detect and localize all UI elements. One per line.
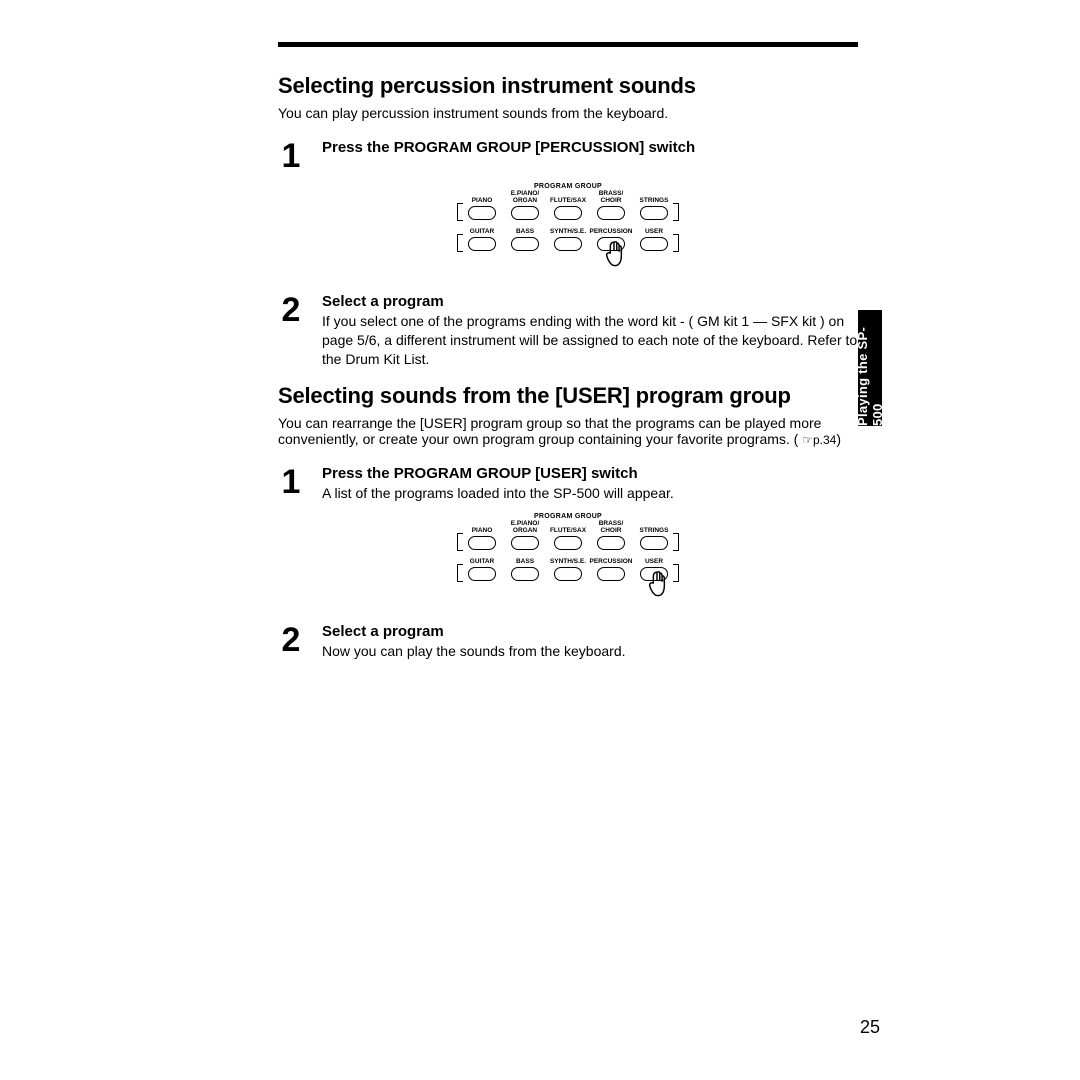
intro-user: You can rearrange the [USER] program gro… — [278, 415, 858, 447]
step-user-2: 2 Select a program Now you can play the … — [278, 623, 858, 661]
program-group-label: USER — [645, 552, 663, 566]
step-text: A list of the programs loaded into the S… — [322, 484, 858, 503]
program-group-button: FLUTE/SAX — [548, 521, 588, 550]
program-group-label: BRASS/ CHOIR — [599, 191, 624, 205]
program-group-button: PIANO — [462, 521, 502, 550]
step-title: Select a program — [322, 293, 858, 310]
oval-button-icon — [468, 206, 496, 220]
program-group-label: SYNTH/S.E. — [550, 222, 586, 236]
step-title: Select a program — [322, 623, 858, 640]
oval-button-icon — [554, 567, 582, 581]
program-group-button: BRASS/ CHOIR — [591, 521, 631, 550]
intro-percussion: You can play percussion instrument sound… — [278, 105, 858, 121]
program-group-button: PIANO — [462, 191, 502, 220]
section-heading-user: Selecting sounds from the [USER] program… — [278, 383, 858, 409]
page-ref-icon: ☞p.34 — [802, 433, 836, 447]
program-group-button: BASS — [505, 222, 545, 251]
program-group-button: E.PIANO/ ORGAN — [505, 521, 545, 550]
intro-user-pre: You can rearrange the [USER] program gro… — [278, 415, 821, 447]
chapter-tab-label: Playing the SP-500 — [855, 310, 885, 426]
program-group-button: SYNTH/S.E. — [548, 552, 588, 581]
step-title: Press the PROGRAM GROUP [PERCUSSION] swi… — [322, 139, 858, 156]
oval-button-icon — [597, 536, 625, 550]
oval-button-icon — [511, 567, 539, 581]
oval-button-icon — [554, 237, 582, 251]
program-group-label: BASS — [516, 552, 534, 566]
program-group-label: FLUTE/SAX — [550, 521, 586, 535]
program-group-button: BASS — [505, 552, 545, 581]
program-group-diagram-user: PROGRAM GROUP PIANO E.PIANO/ ORGAN FLUTE… — [278, 513, 858, 605]
step-percussion-1: 1 Press the PROGRAM GROUP [PERCUSSION] s… — [278, 139, 858, 173]
top-rule — [278, 42, 858, 47]
step-text: If you select one of the programs ending… — [322, 312, 858, 369]
step-number: 1 — [278, 465, 304, 499]
pointing-hand-icon — [646, 569, 668, 599]
program-group-label: E.PIANO/ ORGAN — [511, 191, 540, 205]
program-group-button: STRINGS — [634, 521, 674, 550]
program-group-button: FLUTE/SAX — [548, 191, 588, 220]
oval-button-icon — [597, 206, 625, 220]
program-group-button: USER — [634, 222, 674, 251]
oval-button-icon — [511, 237, 539, 251]
program-group-label: PIANO — [472, 521, 493, 535]
step-text: Now you can play the sounds from the key… — [322, 642, 858, 661]
oval-button-icon — [511, 536, 539, 550]
oval-button-icon — [640, 206, 668, 220]
program-group-label: GUITAR — [470, 552, 494, 566]
program-group-label: SYNTH/S.E. — [550, 552, 586, 566]
oval-button-icon — [554, 536, 582, 550]
chapter-tab: Playing the SP-500 — [858, 310, 882, 426]
program-group-label: PERCUSSION — [590, 552, 633, 566]
manual-page: Selecting percussion instrument sounds Y… — [0, 0, 1080, 1080]
program-group-button: GUITAR — [462, 222, 502, 251]
oval-button-icon — [640, 536, 668, 550]
step-number: 2 — [278, 293, 304, 327]
program-group-button: GUITAR — [462, 552, 502, 581]
program-group-label: PIANO — [472, 191, 493, 205]
program-group-label: BASS — [516, 222, 534, 236]
oval-button-icon — [640, 237, 668, 251]
program-group-label: STRINGS — [640, 191, 669, 205]
oval-button-icon — [468, 567, 496, 581]
program-group-label: GUITAR — [470, 222, 494, 236]
oval-button-icon — [468, 237, 496, 251]
oval-button-icon — [468, 536, 496, 550]
oval-button-icon — [511, 206, 539, 220]
program-group-label: BRASS/ CHOIR — [599, 521, 624, 535]
program-group-button: E.PIANO/ ORGAN — [505, 191, 545, 220]
oval-button-icon — [554, 206, 582, 220]
program-group-button: STRINGS — [634, 191, 674, 220]
program-group-label: FLUTE/SAX — [550, 191, 586, 205]
program-group-button: SYNTH/S.E. — [548, 222, 588, 251]
pointing-hand-icon — [603, 239, 625, 269]
step-number: 1 — [278, 139, 304, 173]
program-group-label: E.PIANO/ ORGAN — [511, 521, 540, 535]
section-heading-percussion: Selecting percussion instrument sounds — [278, 73, 858, 99]
program-group-label: PERCUSSION — [590, 222, 633, 236]
program-group-button: PERCUSSION — [591, 552, 631, 581]
intro-user-post: ) — [836, 431, 841, 447]
program-group-button: BRASS/ CHOIR — [591, 191, 631, 220]
program-group-diagram-percussion: PROGRAM GROUP PIANO E.PIANO/ ORGAN FLUTE… — [278, 183, 858, 275]
oval-button-icon — [597, 567, 625, 581]
page-number: 25 — [860, 1017, 880, 1038]
program-group-title: PROGRAM GROUP — [462, 513, 674, 520]
step-percussion-2: 2 Select a program If you select one of … — [278, 293, 858, 369]
program-group-label: USER — [645, 222, 663, 236]
step-number: 2 — [278, 623, 304, 657]
program-group-title: PROGRAM GROUP — [462, 183, 674, 190]
program-group-label: STRINGS — [640, 521, 669, 535]
step-user-1: 1 Press the PROGRAM GROUP [USER] switch … — [278, 465, 858, 503]
step-title: Press the PROGRAM GROUP [USER] switch — [322, 465, 858, 482]
